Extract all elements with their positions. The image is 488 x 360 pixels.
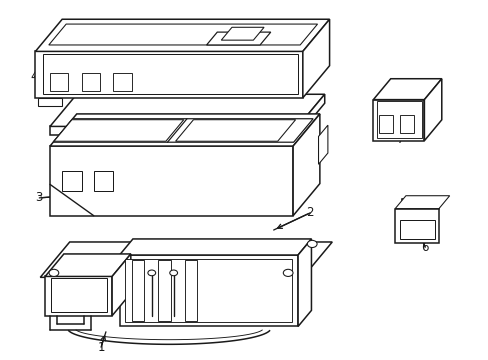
Text: 3: 3: [36, 192, 43, 204]
Polygon shape: [318, 125, 327, 164]
Text: 5: 5: [272, 112, 279, 125]
Polygon shape: [292, 114, 319, 216]
Polygon shape: [45, 276, 112, 316]
Polygon shape: [38, 98, 62, 106]
Circle shape: [307, 240, 316, 248]
Polygon shape: [112, 254, 131, 316]
Polygon shape: [206, 32, 270, 45]
Text: 2: 2: [306, 206, 313, 219]
Polygon shape: [158, 260, 170, 321]
Polygon shape: [35, 51, 302, 98]
Polygon shape: [399, 115, 413, 133]
Polygon shape: [175, 120, 295, 141]
Polygon shape: [50, 114, 319, 146]
Polygon shape: [394, 196, 449, 208]
Polygon shape: [53, 119, 312, 142]
Text: 7: 7: [397, 134, 404, 147]
Polygon shape: [40, 242, 331, 277]
Polygon shape: [131, 260, 143, 321]
Text: 4: 4: [31, 70, 38, 83]
Polygon shape: [81, 73, 100, 91]
Circle shape: [147, 270, 155, 276]
Polygon shape: [62, 171, 81, 192]
Polygon shape: [185, 260, 197, 321]
Text: 1: 1: [97, 341, 104, 354]
Polygon shape: [42, 54, 297, 94]
Polygon shape: [49, 24, 317, 45]
Polygon shape: [302, 19, 329, 98]
Polygon shape: [372, 100, 424, 141]
Circle shape: [283, 269, 292, 276]
Polygon shape: [372, 79, 441, 100]
Polygon shape: [113, 73, 131, 91]
Polygon shape: [50, 73, 68, 91]
Polygon shape: [221, 27, 264, 40]
Polygon shape: [54, 120, 183, 141]
Circle shape: [49, 269, 59, 276]
Polygon shape: [45, 254, 131, 276]
Circle shape: [169, 270, 177, 276]
Polygon shape: [119, 255, 298, 327]
Polygon shape: [50, 126, 297, 135]
Polygon shape: [378, 115, 392, 133]
Polygon shape: [399, 220, 434, 239]
Polygon shape: [424, 79, 441, 141]
Polygon shape: [51, 278, 107, 312]
Polygon shape: [119, 239, 311, 255]
Polygon shape: [376, 102, 421, 138]
Text: 6: 6: [421, 240, 428, 254]
Polygon shape: [50, 94, 324, 126]
Polygon shape: [125, 259, 292, 322]
Polygon shape: [297, 94, 324, 135]
Polygon shape: [50, 146, 292, 216]
Polygon shape: [94, 171, 113, 192]
Polygon shape: [35, 19, 329, 51]
Polygon shape: [394, 208, 438, 243]
Polygon shape: [298, 239, 311, 327]
